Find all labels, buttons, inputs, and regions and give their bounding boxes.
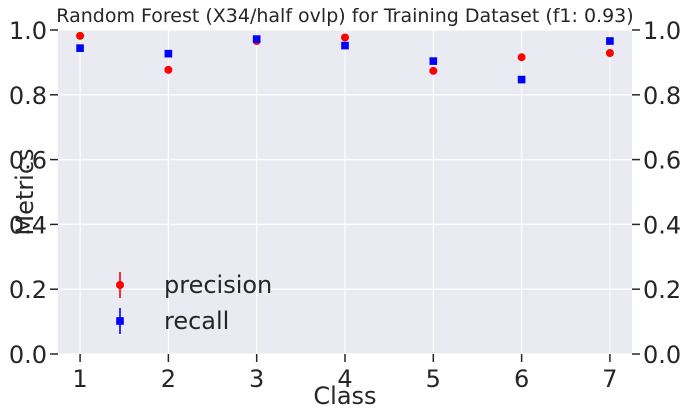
x-tick-label: 7 xyxy=(602,365,617,393)
recall-point xyxy=(517,75,526,84)
y-tick-label-left: 1.0 xyxy=(9,17,47,45)
y-tick-label-left: 0.0 xyxy=(9,341,47,369)
y-tick-label-right: 0.6 xyxy=(643,147,680,175)
precision-point xyxy=(429,66,438,75)
recall-point xyxy=(252,35,261,43)
legend-marker xyxy=(116,317,124,325)
legend-marker xyxy=(116,281,124,289)
x-axis-label: Class xyxy=(313,382,376,410)
recall-point xyxy=(76,44,84,52)
precision-point xyxy=(517,53,526,62)
y-tick-label-right: 0.8 xyxy=(643,82,680,110)
precision-point xyxy=(605,49,614,58)
legend-item-recall: recall xyxy=(116,307,229,335)
legend: precision recall xyxy=(116,271,272,335)
y-tick-label-right: 1.0 xyxy=(643,17,680,45)
legend-item-precision: precision xyxy=(116,271,272,299)
precision-point xyxy=(76,31,85,40)
legend-label: precision xyxy=(164,271,272,299)
x-tick-label: 1 xyxy=(72,365,87,393)
x-tick-label: 6 xyxy=(514,365,529,393)
y-tick-label-left: 0.2 xyxy=(9,276,47,304)
data-marks xyxy=(76,31,614,84)
grid xyxy=(58,29,632,355)
recall-point xyxy=(429,57,438,65)
x-tick-label: 5 xyxy=(426,365,441,393)
precision-point xyxy=(341,33,349,42)
x-tick-label: 2 xyxy=(161,365,176,393)
x-tick-label: 4 xyxy=(337,365,352,393)
y-tick-label-left: 0.6 xyxy=(9,147,47,175)
chart-title: Random Forest (X34/half ovlp) for Traini… xyxy=(56,5,633,27)
recall-point xyxy=(606,37,614,45)
recall-point xyxy=(341,41,349,50)
recall-point xyxy=(164,49,173,58)
y-tick-label-right: 0.4 xyxy=(643,211,680,239)
y-tick-label-right: 0.0 xyxy=(643,341,680,369)
y-tick-label-left: 0.8 xyxy=(9,82,47,110)
precision-point xyxy=(164,65,173,74)
axis-ticks: 1 2 3 4 5 6 7 0.0 0.0 0.2 0.2 0.4 0.4 0.6 0.6 0.8 0.8 1.0… xyxy=(9,17,680,393)
y-axis-label: Metrics xyxy=(11,148,39,235)
legend-label: recall xyxy=(164,307,229,335)
y-tick-label-right: 0.2 xyxy=(643,276,680,304)
x-tick-label: 3 xyxy=(249,365,264,393)
y-tick-label-left: 0.4 xyxy=(9,211,47,239)
